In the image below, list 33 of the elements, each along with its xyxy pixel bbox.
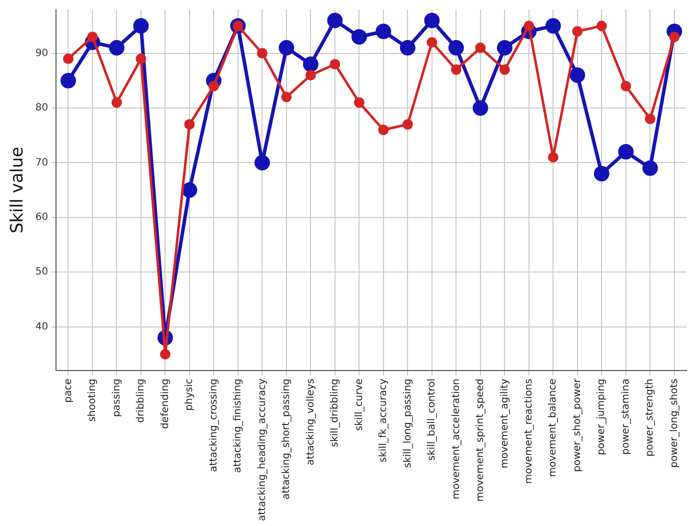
x-tick-label: power_jumping <box>596 378 608 456</box>
x-tick-label: defending <box>160 378 171 429</box>
x-tick-label: movement_agility <box>499 378 510 468</box>
y-axis-title: Skill value <box>8 146 28 234</box>
x-tick-label: skill_ball_control <box>426 378 438 461</box>
x-tick-label: movement_balance <box>548 378 559 478</box>
x-tick-label: shooting <box>87 378 98 422</box>
x-tick-label: power_strength <box>644 378 656 457</box>
y-tick-label: 80 <box>35 102 48 114</box>
x-tick-label: power_shot_power <box>572 378 583 472</box>
x-tick-label: skill_dribbling <box>330 378 341 448</box>
x-tick-label: power_long_shots <box>668 378 680 468</box>
x-tick-label: attacking_heading_accuracy <box>256 378 268 522</box>
y-tick-label: 50 <box>35 266 48 278</box>
y-tick-label: 70 <box>35 157 48 168</box>
x-tick-label: attacking_finishing <box>232 378 244 473</box>
x-tick-label: skill_fk_accuracy <box>378 378 390 462</box>
x-tick-label: skill_curve <box>354 378 365 431</box>
x-tick-label: dribbling <box>136 378 147 423</box>
x-tick-label: movement_sprint_speed <box>475 378 486 502</box>
x-tick-label: attacking_volleys <box>305 378 316 466</box>
x-tick-label: attacking_short_passing <box>281 378 292 500</box>
y-tick-label: 40 <box>35 321 48 332</box>
x-tick-label: movement_reactions <box>524 378 534 484</box>
x-tick-label: pace <box>62 378 74 403</box>
x-tick-label: attacking_crossing <box>208 378 220 472</box>
x-tick-label: skill_long_passing <box>402 378 414 468</box>
x-tick-label: physic <box>184 378 196 411</box>
y-tick-label: 60 <box>35 212 48 223</box>
x-tick-label: power_stamina <box>620 378 632 455</box>
y-tick-label: 90 <box>35 48 48 59</box>
x-tick-label: movement_acceleration <box>450 378 462 500</box>
x-tick-label: passing <box>111 378 122 417</box>
